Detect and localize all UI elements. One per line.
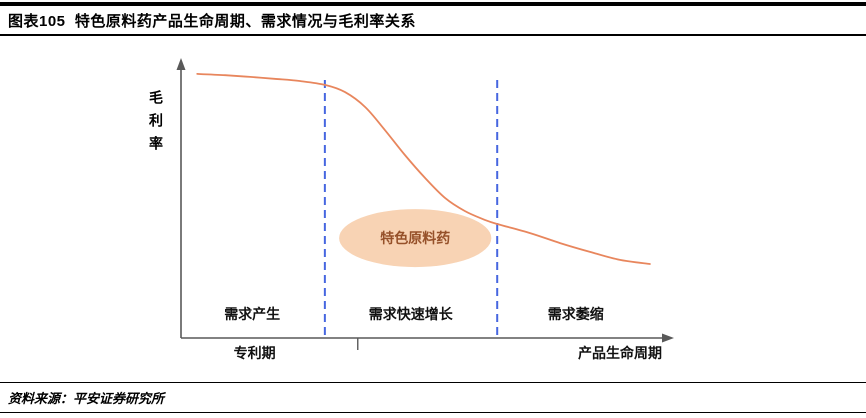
figure-footer: 资料来源：平安证券研究所 [0, 382, 866, 413]
phase-label-2: 需求快速增长 [369, 306, 454, 322]
y-axis-arrow-icon [176, 58, 186, 70]
annotation-label: 特色原料药 [380, 230, 450, 246]
patent-period-label: 专利期 [234, 345, 276, 361]
chart-area: 特色原料药需求产生 需求快速增长 需求萎缩专利期 产品生命周期 毛利率 [0, 34, 866, 374]
figure-header: 图表105 特色原料药产品生命周期、需求情况与毛利率关系 [0, 2, 866, 36]
y-axis-label: 毛利率 [148, 90, 164, 159]
figure-title: 图表105 特色原料药产品生命周期、需求情况与毛利率关系 [8, 13, 416, 30]
annotation-ellipse [339, 209, 492, 268]
source-note: 资料来源：平安证券研究所 [8, 391, 165, 406]
phase-label-1: 需求产生 [224, 306, 280, 322]
margin-curve [196, 73, 651, 265]
phase-label-3: 需求萎缩 [548, 306, 604, 322]
x-axis-arrow-icon [662, 333, 674, 343]
x-axis-label: 产品生命周期 [578, 345, 662, 361]
